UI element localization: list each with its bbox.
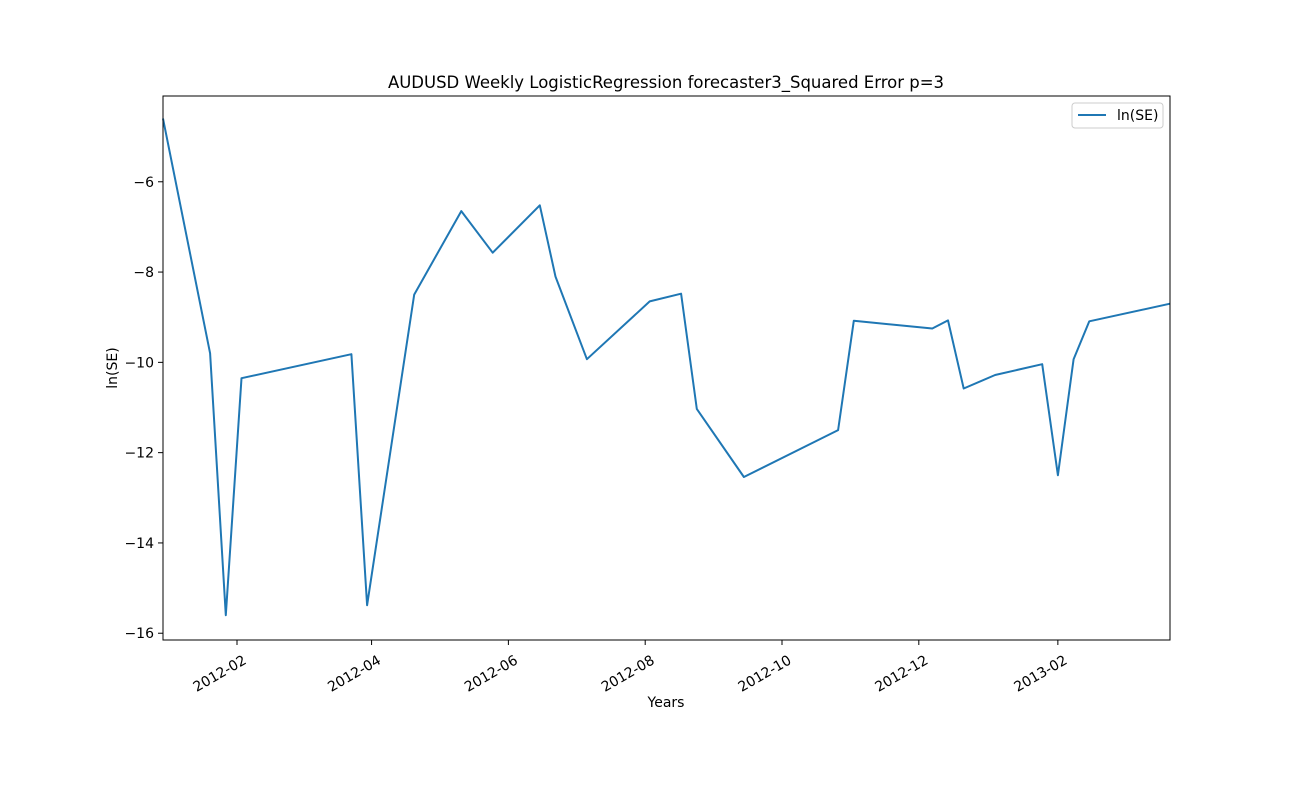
y-axis-label: ln(SE) [105,347,121,388]
legend: ln(SE) [1071,102,1164,129]
y-tick-label: −6 [133,175,154,191]
y-tick-label: −10 [124,355,154,371]
x-tick-label: 2013-02 [1011,653,1070,696]
y-axis-ticks: −16 −14 −12 −10 −8 −6 [124,175,163,642]
x-tick-label: 2012-04 [325,652,384,695]
x-tick-label: 2012-08 [599,653,658,696]
plot-frame [162,95,1171,641]
legend-label-ln-se: ln(SE) [1117,108,1158,124]
x-axis-label: Years [647,695,685,711]
y-tick-label: −12 [124,446,154,462]
x-axis-ticks: 2012-02 2012-04 2012-06 2012-08 2012-10 2012-… [191,640,1070,696]
y-tick-label: −8 [133,265,154,281]
x-tick-label: 2012-12 [872,653,931,696]
chart-title: AUDUSD Weekly LogisticRegression forecas… [388,73,944,93]
x-tick-label: 2012-06 [462,652,521,695]
series-line-ln-se [162,118,1171,617]
plot-area [162,95,1171,641]
y-tick-label: −16 [124,626,154,642]
y-tick-label: −14 [124,536,154,552]
x-tick-label: 2012-02 [191,653,250,696]
legend-box [1071,102,1164,129]
x-tick-label: 2012-10 [736,653,795,696]
